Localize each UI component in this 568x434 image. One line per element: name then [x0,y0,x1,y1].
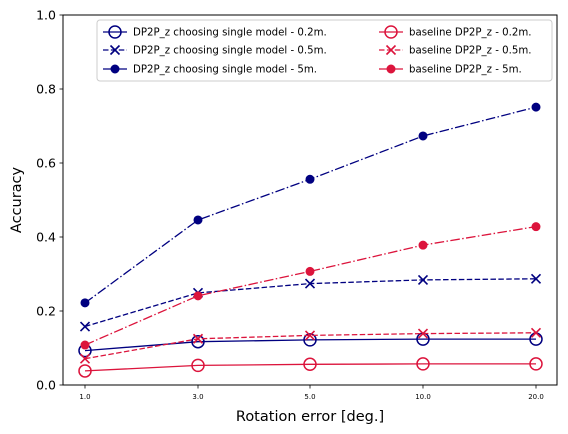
data-point [418,131,428,141]
legend-marker [384,25,398,39]
data-point [417,328,429,339]
legend-entry: baseline DP2P_z - 5m. [379,64,522,76]
series-layer [78,102,543,378]
x-tick-label: 5.0 [304,393,315,401]
legend-frame [96,19,553,82]
legend-entry: DP2P_z choosing single model - 5m. [103,64,317,76]
x-tick-label: 10.0 [415,393,431,401]
data-point [418,240,428,250]
legend-entry: DP2P_z choosing single model - 0.2m. [103,25,327,39]
series-line [84,332,537,360]
series-line [84,338,536,352]
series-line [84,363,536,372]
y-tick-label: 0.8 [36,82,56,97]
data-point [417,274,429,285]
legend-label: DP2P_z choosing single model - 5m. [133,65,317,76]
x-axis-label: Rotation error [deg.] [236,409,384,425]
series-3 [80,102,541,308]
series-5 [79,327,542,364]
data-point [191,358,205,373]
data-point [305,174,315,184]
data-point [193,291,203,301]
legend-marker [386,64,396,74]
legend-marker [109,44,121,56]
legend-label: baseline DP2P_z - 0.5m. [409,46,531,57]
x-tick-label: 3.0 [192,393,203,401]
data-point [530,273,542,284]
data-point [191,334,205,349]
legend-entry: baseline DP2P_z - 0.2m. [379,25,531,39]
data-point [304,278,316,289]
data-point [303,357,317,372]
data-point [193,215,203,225]
data-point [192,333,204,344]
legend-marker [108,25,122,39]
data-point [530,327,542,338]
legend-marker [110,64,120,74]
data-point [531,102,541,112]
y-tick-label: 1.0 [36,8,56,23]
x-tick-label: 20.0 [528,393,544,401]
legend-label: baseline DP2P_z - 0.2m. [409,28,531,39]
x-tick-label: 1.0 [79,393,90,401]
data-point [303,333,317,347]
data-point [304,330,316,341]
y-tick-label: 0.4 [36,230,56,245]
y-tick-label: 0.6 [36,156,56,171]
data-point [79,321,91,332]
series-line [84,225,537,346]
legend-label: DP2P_z choosing single model - 0.2m. [133,28,327,39]
data-point [78,364,92,378]
series-6 [80,222,541,350]
data-point [79,353,91,364]
y-axis-label: Accuracy [9,166,25,233]
legend-marker [385,44,397,56]
legend-label: DP2P_z choosing single model - 0.5m. [133,46,327,57]
data-point [80,298,90,308]
axes: 1.0 3.0 5.0 10.0 20.0 0.0 0.2 0.4 0.6 0.8 1.0 [36,8,544,402]
data-point [80,340,90,350]
data-point [416,357,430,371]
y-tick-label: 0.0 [36,378,56,393]
data-point [529,357,543,371]
legend-entry: DP2P_z choosing single model - 0.5m. [103,44,327,57]
data-point [305,266,315,276]
legend: DP2P_z choosing single model - 0.2m. DP2P… [96,19,553,82]
legend-entry: baseline DP2P_z - 0.5m. [379,44,531,57]
y-tick-label: 0.2 [36,304,56,319]
series-4 [78,357,543,378]
legend-label: baseline DP2P_z - 5m. [409,65,522,76]
data-point [531,222,541,232]
